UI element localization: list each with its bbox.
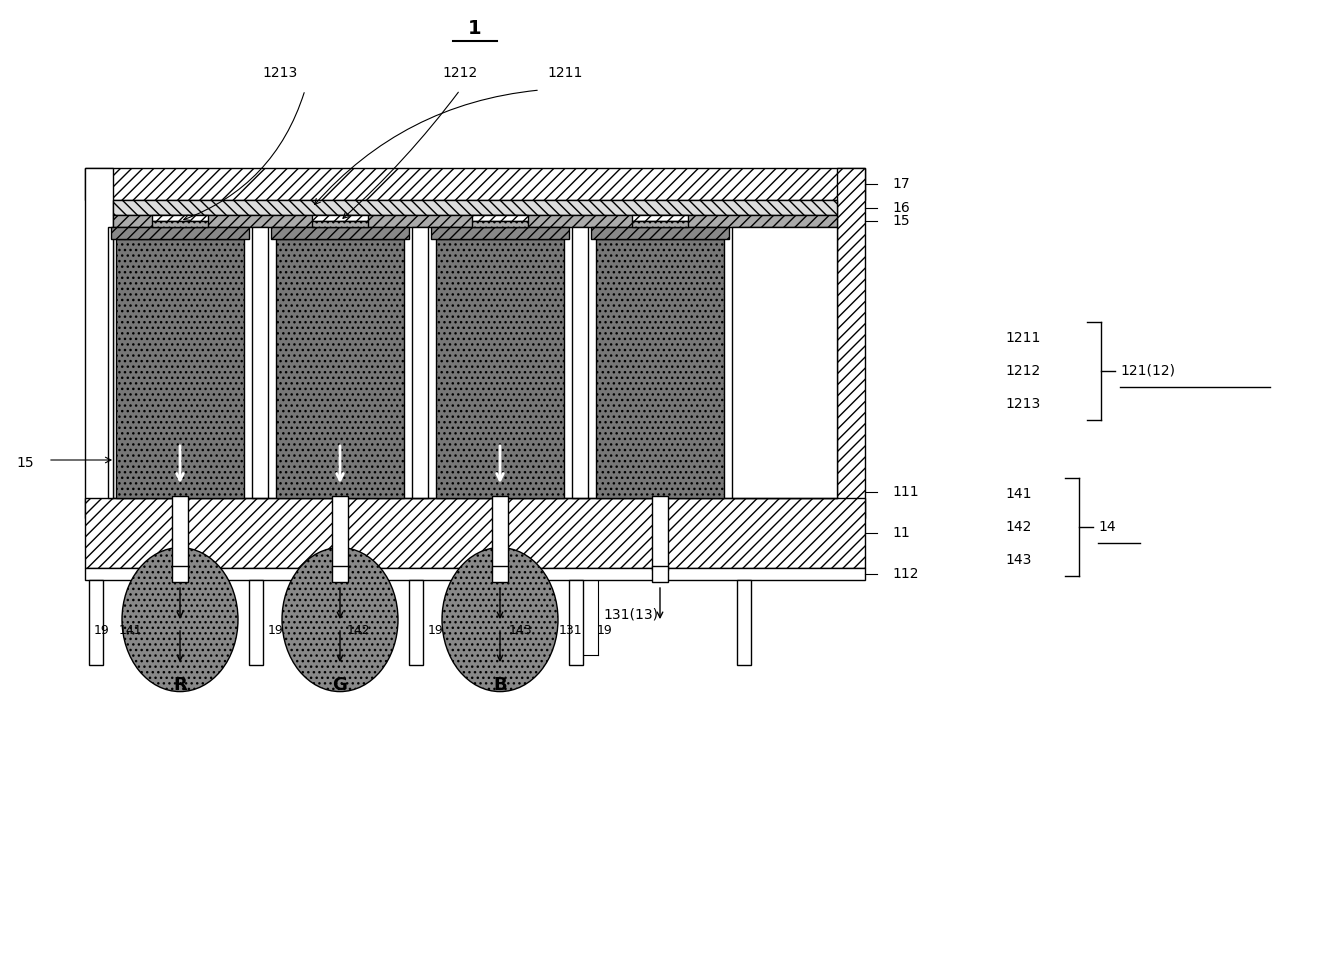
Text: 1211: 1211 (547, 66, 582, 80)
Text: 131: 131 (558, 624, 582, 636)
Text: 1213: 1213 (263, 66, 298, 80)
Bar (85, 168, 113, 518)
Text: 1: 1 (469, 18, 482, 38)
Bar (312, 221, 368, 227)
Text: 1211: 1211 (1005, 331, 1040, 345)
Bar (413, 227, 429, 498)
Text: B: B (493, 676, 507, 694)
Bar (473, 215, 529, 221)
Text: 142: 142 (1005, 520, 1032, 534)
Bar (113, 200, 837, 215)
Bar (113, 215, 837, 227)
Bar (569, 580, 583, 665)
Bar (571, 227, 587, 498)
Bar (595, 239, 724, 498)
Bar (252, 227, 268, 498)
Text: 17: 17 (892, 177, 909, 191)
Ellipse shape (121, 548, 238, 692)
Text: 143: 143 (1005, 553, 1032, 567)
Text: 143: 143 (509, 624, 531, 636)
Bar (85, 498, 865, 568)
Bar (250, 580, 263, 665)
Bar (651, 566, 668, 582)
Bar (591, 227, 729, 239)
Bar (111, 227, 250, 239)
Bar (276, 239, 405, 498)
Bar (431, 227, 569, 239)
Bar (651, 496, 668, 570)
Bar (108, 227, 113, 498)
Ellipse shape (442, 548, 558, 692)
Bar (437, 239, 563, 498)
Bar (89, 580, 103, 665)
Text: G: G (332, 676, 347, 694)
Bar (732, 227, 837, 498)
Bar (332, 496, 348, 570)
Bar (85, 568, 865, 580)
Text: 112: 112 (892, 567, 918, 581)
Text: 141: 141 (1005, 487, 1032, 501)
Text: 15: 15 (892, 214, 909, 228)
Bar (473, 221, 529, 227)
Text: 131(13): 131(13) (603, 607, 658, 622)
Bar (631, 215, 688, 221)
Text: 19: 19 (95, 624, 109, 636)
Bar (837, 168, 865, 518)
Ellipse shape (282, 548, 398, 692)
Bar (312, 215, 368, 221)
Text: 14: 14 (1097, 520, 1116, 534)
Bar (737, 580, 752, 665)
Text: 19: 19 (597, 624, 613, 636)
Bar (172, 496, 188, 570)
Text: 19: 19 (268, 624, 284, 636)
Bar (85, 168, 865, 200)
Bar (332, 566, 348, 582)
Text: 11: 11 (892, 526, 909, 540)
Bar (493, 566, 509, 582)
Bar (116, 239, 244, 498)
Bar (493, 496, 509, 570)
Text: 111: 111 (892, 485, 918, 499)
Bar (631, 221, 688, 227)
Text: 15: 15 (16, 456, 33, 470)
Text: 1212: 1212 (442, 66, 478, 80)
Text: 121(12): 121(12) (1120, 364, 1175, 378)
Text: 142: 142 (346, 624, 370, 636)
Text: 16: 16 (892, 200, 909, 214)
Bar (152, 215, 208, 221)
Bar (172, 566, 188, 582)
Text: 1212: 1212 (1005, 364, 1040, 378)
Text: 19: 19 (429, 624, 443, 636)
Text: 141: 141 (119, 624, 142, 636)
Bar (271, 227, 409, 239)
Text: R: R (174, 676, 187, 694)
Bar (152, 221, 208, 227)
Text: 1213: 1213 (1005, 397, 1040, 411)
Bar (409, 580, 423, 665)
